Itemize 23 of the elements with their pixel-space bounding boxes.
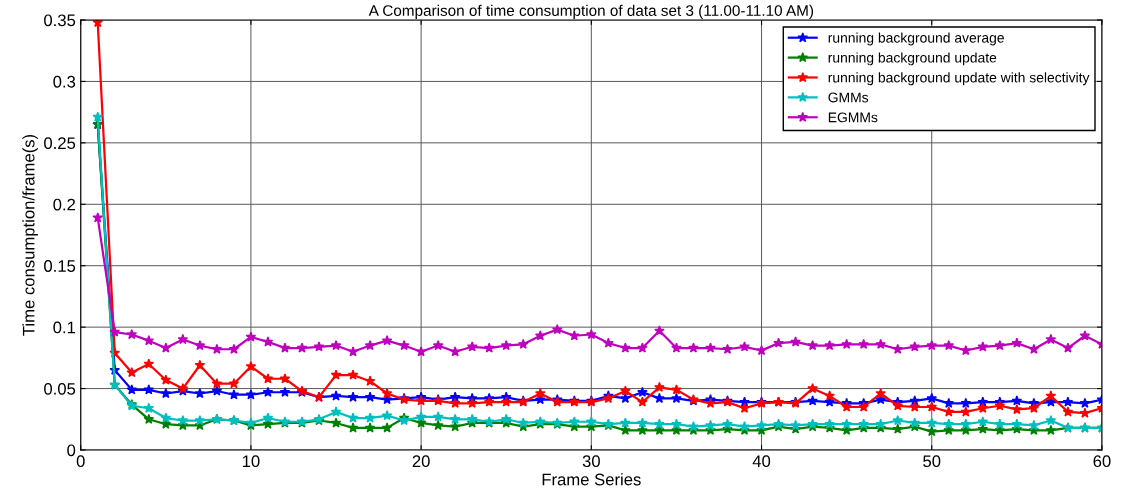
x-tick-label: 60 — [1093, 455, 1111, 468]
y-tick-label: 0.3 — [53, 75, 76, 88]
legend-label: running background update with selectivity — [828, 72, 1090, 86]
x-tick-label: 30 — [582, 455, 600, 468]
y-tick-label: 0.35 — [44, 14, 76, 27]
y-tick-label: 0.25 — [44, 137, 76, 150]
x-axis-title: Frame Series — [542, 473, 641, 486]
x-tick-label: 10 — [242, 455, 260, 468]
y-tick-label: 0.15 — [44, 260, 76, 272]
y-tick-label: 0.1 — [53, 321, 76, 334]
x-tick-label: 50 — [923, 455, 941, 468]
y-tick-label: 0.05 — [44, 382, 76, 395]
legend-label: GMMs — [828, 92, 869, 103]
x-tick-label: 40 — [752, 455, 771, 468]
x-tick-label: 0 — [76, 455, 85, 468]
legend-label: running background average — [828, 32, 1004, 46]
legend-label: EGMMs — [828, 112, 878, 123]
y-axis-title: Time consumption/frame(s) — [22, 134, 38, 336]
chart-title: A Comparison of time consumption of data set 3 (11.00-11.10 AM) — [368, 4, 814, 19]
y-tick-label: 0.2 — [53, 198, 76, 211]
x-tick-label: 20 — [412, 455, 430, 468]
y-tick-label: 0 — [67, 444, 76, 457]
legend-label: running background update — [828, 52, 997, 66]
